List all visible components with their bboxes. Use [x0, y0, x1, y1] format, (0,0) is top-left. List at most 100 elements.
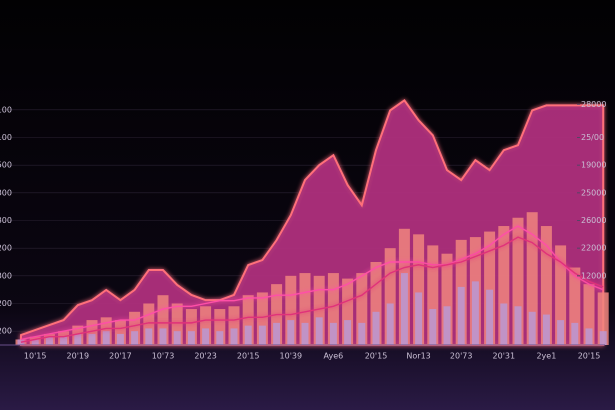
- y2-tick-label: 26000: [581, 216, 606, 225]
- bar: [258, 325, 266, 345]
- bar: [372, 311, 380, 345]
- bar: [413, 234, 425, 345]
- bar: [187, 331, 195, 345]
- bar: [200, 306, 212, 345]
- bar: [500, 303, 508, 345]
- bar: [486, 289, 494, 345]
- bar: [528, 311, 536, 345]
- bar: [171, 303, 183, 345]
- plot: [0, 99, 609, 346]
- bar: [384, 248, 396, 345]
- bar: [327, 273, 339, 345]
- bar: [301, 322, 309, 345]
- bar: [358, 322, 366, 345]
- bar: [299, 273, 311, 345]
- line: [20, 225, 604, 341]
- bar: [214, 309, 226, 345]
- bar: [599, 331, 607, 345]
- bar: [74, 333, 82, 345]
- bar: [597, 292, 609, 345]
- bar: [131, 331, 139, 345]
- bar: [429, 309, 437, 345]
- bar: [457, 286, 465, 345]
- bar: [400, 273, 408, 345]
- bar: [512, 217, 524, 345]
- bar: [86, 320, 98, 345]
- x-tick-label: 10'39: [280, 352, 303, 361]
- x-tick-label: 20'15: [365, 352, 388, 361]
- bar: [555, 245, 567, 345]
- bar: [143, 303, 155, 345]
- bar: [569, 267, 581, 345]
- bar: [329, 322, 337, 345]
- bar: [370, 262, 382, 345]
- bar: [145, 328, 153, 345]
- bar: [498, 226, 510, 345]
- x-tick-label: 20'19: [67, 352, 90, 361]
- bar: [386, 303, 394, 345]
- bar: [557, 320, 565, 345]
- bar: [285, 275, 297, 345]
- bar: [256, 292, 268, 345]
- line: [20, 236, 604, 343]
- bar: [583, 284, 595, 345]
- bar: [514, 306, 522, 345]
- bar: [102, 331, 110, 345]
- y2-tick-label: 19000: [581, 161, 606, 170]
- bar: [60, 336, 68, 345]
- bar: [228, 306, 240, 345]
- x-tick-label: Nor13: [406, 352, 430, 361]
- axis-labels: 200 200 300 200 300 300 500 100 100 12000 22000 260…: [0, 100, 606, 361]
- y-tick-label: 100: [0, 133, 12, 142]
- bar: [185, 309, 197, 345]
- bar: [273, 322, 281, 345]
- bar: [585, 328, 593, 345]
- y2-tick-label: 25/00: [581, 133, 604, 142]
- bar: [315, 317, 323, 345]
- bar: [159, 328, 167, 345]
- bar: [114, 320, 126, 345]
- bar: [116, 333, 124, 345]
- y2-tick-label: 12000: [581, 271, 606, 280]
- bar: [415, 292, 423, 345]
- y2-tick-label: 25000: [581, 188, 606, 197]
- bar: [542, 314, 550, 345]
- y-tick-label: 200: [0, 299, 12, 308]
- bar: [173, 331, 181, 345]
- bar: [344, 320, 352, 345]
- x-tick-label: 10'15: [24, 352, 47, 361]
- bar: [571, 322, 579, 345]
- y-tick-label: 300: [0, 271, 12, 280]
- bar: [526, 212, 538, 345]
- x-tick-label: 20'15: [578, 352, 601, 361]
- x-tick-label: 20'15: [237, 352, 260, 361]
- bar: [443, 306, 451, 345]
- x-tick-label: 10'73: [152, 352, 175, 361]
- bar: [540, 226, 552, 345]
- x-tick-label: 20'73: [450, 352, 473, 361]
- y-tick-label: 200: [0, 244, 12, 253]
- bar: [216, 331, 224, 345]
- bar: [45, 336, 53, 345]
- bar: [313, 275, 325, 345]
- y2-tick-label: 28000: [581, 100, 606, 109]
- bar: [356, 273, 368, 345]
- y-tick-label: 100: [0, 105, 12, 114]
- y-tick-label: 300: [0, 216, 12, 225]
- bar: [242, 295, 254, 345]
- bar: [484, 231, 496, 345]
- y-tick-label: 300: [0, 188, 12, 197]
- bar: [441, 253, 453, 345]
- bar: [230, 328, 238, 345]
- bar: [31, 339, 39, 345]
- bar: [88, 333, 96, 345]
- y-tick-label: 500: [0, 161, 12, 170]
- x-tick-label: Aye6: [324, 352, 344, 361]
- y2-tick-label: 22000: [581, 244, 606, 253]
- bar: [287, 320, 295, 345]
- bar: [427, 245, 439, 345]
- bar: [471, 281, 479, 345]
- bar: [157, 295, 169, 345]
